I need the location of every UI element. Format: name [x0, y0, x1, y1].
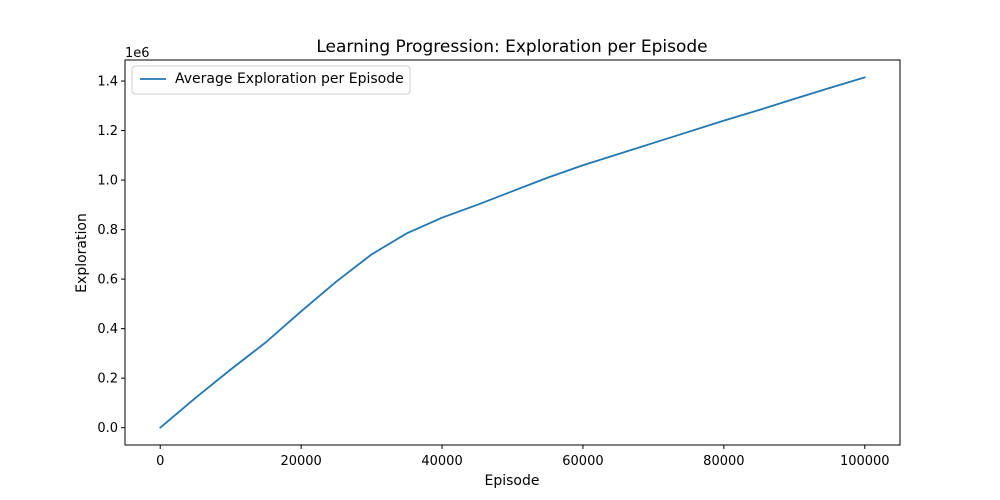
legend-label: Average Exploration per Episode [175, 71, 404, 87]
x-axis-label: Episode [485, 473, 540, 489]
y-tick-label: 0.8 [97, 223, 118, 238]
x-tick-label: 20000 [280, 454, 321, 469]
y-tick-label: 0.6 [97, 273, 118, 288]
y-tick-label: 1.2 [97, 124, 118, 139]
y-tick-label: 0.4 [97, 322, 118, 337]
series-line [159, 76, 866, 429]
y-offset-label: 1e6 [125, 46, 150, 61]
x-tick-label: 0 [156, 454, 164, 469]
ticks-layer: 0 20000 40000 60000 80000 100000 0.0 0.2 0.4 0.6 0… [97, 75, 889, 469]
x-tick-label: 100000 [840, 454, 890, 469]
legend-box [131, 65, 411, 95]
y-tick-label: 1.0 [97, 174, 118, 189]
y-tick-label: 1.4 [97, 75, 118, 90]
plot-frame [124, 59, 901, 446]
y-tick-label: 0.0 [97, 421, 118, 436]
chart-title: Learning Progression: Exploration per Ep… [316, 37, 707, 57]
y-tick-label: 0.2 [97, 372, 118, 387]
legend: Average Exploration per Episode [131, 65, 411, 95]
y-axis-label: Exploration [74, 213, 90, 293]
series-layer [159, 76, 866, 429]
x-tick-label: 40000 [421, 454, 462, 469]
x-tick-label: 60000 [562, 454, 603, 469]
x-tick-label: 80000 [703, 454, 744, 469]
